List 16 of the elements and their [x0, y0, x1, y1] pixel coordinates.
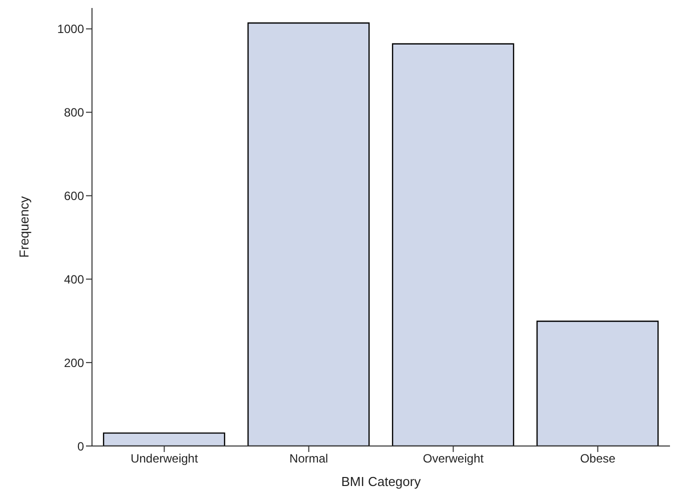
- y-tick-label: 1000: [57, 22, 84, 36]
- bar: [536, 320, 659, 446]
- bar: [392, 43, 514, 446]
- y-axis-title: Frequency: [16, 196, 32, 258]
- y-tick-label: 800: [64, 106, 84, 120]
- y-tick-label: 400: [64, 272, 84, 286]
- x-tick-label: Underweight: [130, 452, 199, 466]
- bar: [102, 432, 226, 446]
- y-tick-label: 200: [64, 356, 84, 370]
- x-tick-label: Obese: [580, 452, 616, 466]
- y-tick-label: 600: [64, 188, 84, 203]
- y-tick-label: 0: [77, 439, 84, 454]
- x-tick-label: Normal: [289, 452, 328, 466]
- x-axis-title: BMI Category: [341, 474, 422, 489]
- bar: [247, 22, 370, 446]
- x-tick-label: Overweight: [422, 452, 484, 466]
